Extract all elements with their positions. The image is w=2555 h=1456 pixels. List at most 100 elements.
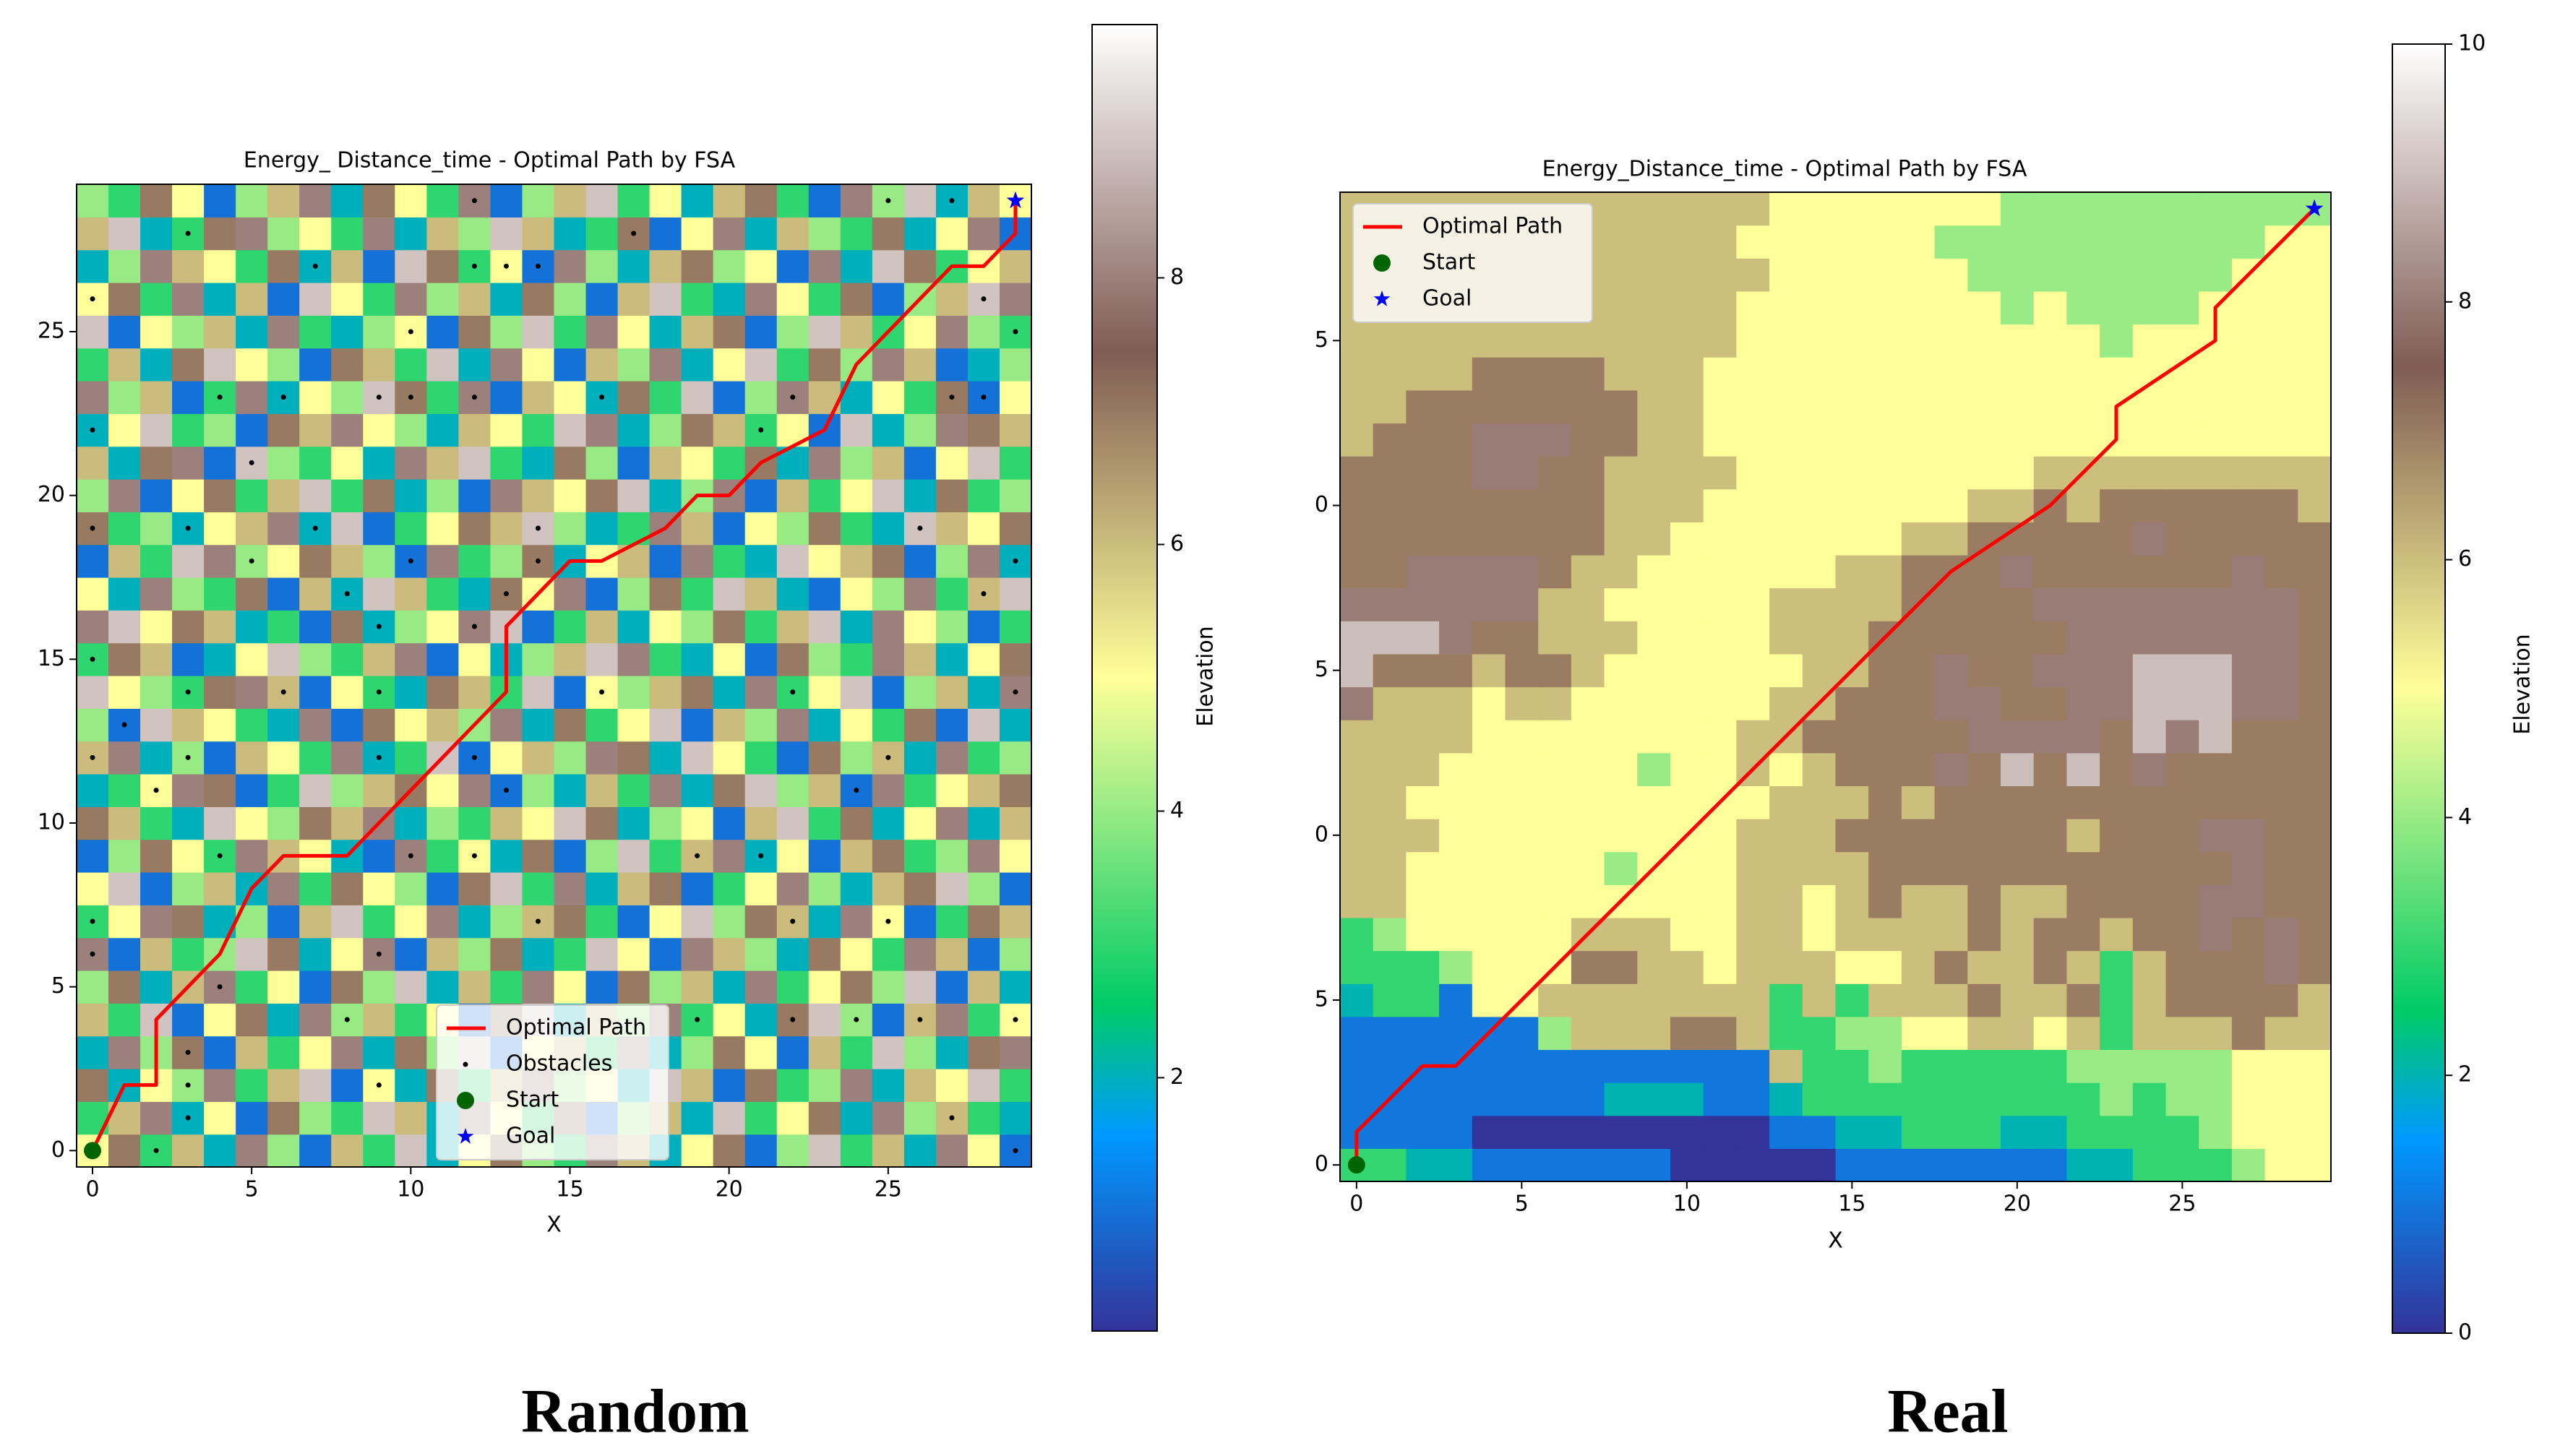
- cell: [77, 970, 109, 1004]
- cell: [1571, 389, 1605, 424]
- x-tick-label: 15: [1838, 1192, 1865, 1217]
- cell: [1340, 621, 1374, 655]
- cell: [1901, 1148, 1936, 1182]
- cell: [935, 413, 969, 447]
- cell: [935, 1003, 969, 1037]
- cell: [1472, 819, 1506, 853]
- cell: [808, 610, 841, 644]
- cell: [808, 1069, 841, 1102]
- cell: [554, 315, 587, 349]
- cell: [395, 1035, 427, 1069]
- cell: [585, 610, 619, 644]
- cell: [1868, 1049, 1902, 1083]
- obstacle: [376, 951, 382, 957]
- cell: [395, 1134, 427, 1168]
- cell: [649, 970, 682, 1004]
- obstacle: [280, 395, 286, 400]
- cell: [1340, 456, 1374, 490]
- cell: [1505, 819, 1539, 853]
- cell: [1868, 720, 1902, 754]
- cell: [522, 741, 555, 775]
- cell: [1472, 1148, 1506, 1182]
- cell: [236, 577, 268, 611]
- cell: [363, 184, 395, 217]
- cell: [2001, 1115, 2035, 1149]
- cell: [1340, 587, 1374, 621]
- cell: [1802, 389, 1837, 424]
- cell: [108, 872, 141, 905]
- colorbar-tick-label: 4: [2458, 804, 2472, 830]
- cell: [1472, 884, 1506, 918]
- cell: [935, 1035, 969, 1069]
- cell: [1439, 522, 1473, 556]
- cell: [776, 610, 810, 644]
- cell: [1835, 1049, 1869, 1083]
- cell: [840, 1035, 873, 1069]
- cell: [2033, 686, 2067, 720]
- cell: [363, 544, 395, 578]
- cell: [1802, 192, 1837, 226]
- cell: [108, 512, 141, 546]
- cell: [967, 676, 1000, 709]
- cell: [490, 315, 523, 349]
- cell: [490, 708, 523, 742]
- cell: [1967, 290, 2001, 325]
- cell: [1802, 621, 1837, 655]
- cell: [554, 610, 587, 644]
- cell: [1373, 554, 1407, 589]
- cell: [713, 315, 746, 349]
- cell: [617, 283, 650, 316]
- cell: [999, 905, 1032, 939]
- cell: [1901, 357, 1936, 391]
- cell: [1340, 752, 1374, 786]
- cell: [1670, 488, 1704, 522]
- cell: [522, 413, 555, 447]
- cell: [744, 348, 778, 382]
- cell: [2066, 1082, 2100, 1116]
- cell: [1802, 554, 1837, 589]
- cell: [140, 184, 173, 217]
- cell: [1571, 819, 1605, 853]
- cell: [617, 806, 650, 840]
- y-tick-label: 0: [51, 1137, 65, 1163]
- cell: [967, 315, 1000, 349]
- cell: [744, 610, 778, 644]
- cell: [108, 905, 141, 939]
- cell: [395, 283, 427, 316]
- cell: [1967, 488, 2001, 522]
- cell: [744, 676, 778, 709]
- cell: [2132, 1049, 2167, 1083]
- cell: [1637, 983, 1671, 1017]
- cell: [204, 872, 236, 905]
- cell: [1769, 653, 1803, 688]
- cell: [1637, 488, 1671, 522]
- cell: [2001, 456, 2035, 490]
- cell: [1769, 290, 1803, 325]
- cell: [1835, 1148, 1869, 1182]
- cell: [1835, 488, 1869, 522]
- cell: [395, 708, 427, 742]
- x-tick-label: 15: [556, 1177, 583, 1202]
- cell: [204, 413, 236, 447]
- cell: [426, 381, 459, 414]
- cell: [108, 774, 141, 807]
- cell: [1472, 950, 1506, 984]
- cell: [649, 741, 682, 775]
- obstacle: [885, 198, 891, 204]
- cell: [713, 1101, 746, 1135]
- cell: [1637, 884, 1671, 918]
- cell: [236, 741, 268, 775]
- obstacle: [185, 1049, 191, 1055]
- cell: [1901, 1049, 1936, 1083]
- cell: [2001, 983, 2035, 1017]
- cell: [172, 544, 205, 578]
- cell: [2199, 423, 2233, 457]
- cell: [554, 184, 587, 217]
- cell: [1373, 1049, 1407, 1083]
- cell: [2100, 983, 2134, 1017]
- cell: [1868, 884, 1902, 918]
- cell: [236, 970, 268, 1004]
- cell: [585, 413, 619, 447]
- cell: [1868, 423, 1902, 457]
- cell: [1934, 522, 1968, 556]
